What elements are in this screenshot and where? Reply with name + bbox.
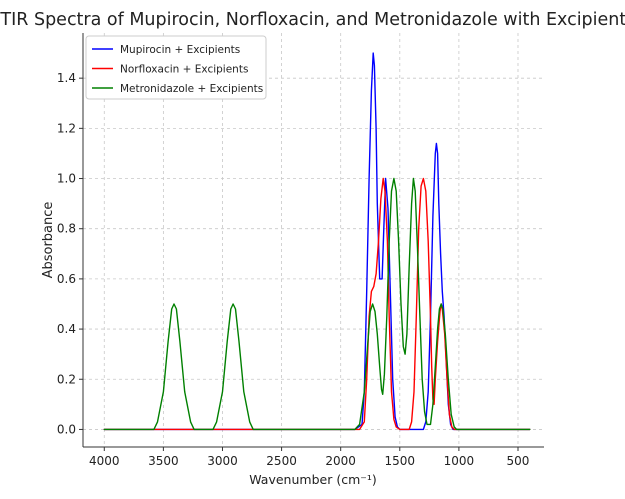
series-line-3 — [103, 177, 531, 431]
legend: Mupirocin + Excipients Norfloxacin + Exci… — [85, 35, 267, 100]
legend-label-3: Metronidazole + Excipients — [120, 83, 263, 95]
legend-label-2: Norfloxacin + Excipients — [120, 64, 248, 76]
legend-label-1: Mupirocin + Excipients — [120, 44, 240, 56]
y-axis-label: Absorbance — [41, 202, 56, 279]
legend-items: Mupirocin + Excipients Norfloxacin + Exci… — [92, 44, 263, 95]
y-tick-label: 1.2 — [57, 121, 76, 135]
x-tick-label: 4000 — [89, 454, 120, 468]
x-tick-label: 2500 — [266, 454, 297, 468]
x-tick-label: 3500 — [148, 454, 179, 468]
x-axis-label: Wavenumber (cm⁻¹) — [249, 472, 376, 487]
x-tick-label: 1000 — [444, 454, 475, 468]
y-tick-label: 0.6 — [57, 272, 76, 286]
series-line-2 — [103, 177, 531, 431]
y-tick-label: 0.4 — [57, 322, 76, 336]
x-tick-label: 500 — [507, 454, 530, 468]
x-tick-label: 3000 — [207, 454, 238, 468]
tick-layer: 4000 3500 3000 2500 2000 1500 1000 500 0.0 0.2 0.4… — [57, 71, 530, 468]
series-line-1 — [103, 52, 531, 431]
y-tick-label: 1.4 — [57, 71, 76, 85]
x-tick-label: 1500 — [385, 454, 416, 468]
series-layer — [103, 52, 531, 431]
y-tick-label: 0.2 — [57, 372, 76, 386]
y-tick-label: 1.0 — [57, 172, 76, 186]
axes-layer — [82, 33, 544, 448]
y-tick-label: 0.0 — [57, 422, 76, 436]
chart-title: FTIR Spectra of Mupirocin, Norfloxacin, … — [0, 10, 625, 30]
grid-layer — [83, 33, 544, 447]
x-tick-label: 2000 — [325, 454, 356, 468]
legend-box — [85, 35, 267, 100]
y-tick-label: 0.8 — [57, 222, 76, 236]
